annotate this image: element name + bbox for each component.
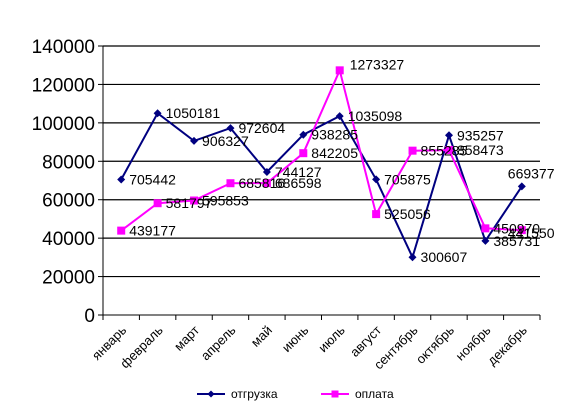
data-label: 439177 [129, 223, 176, 239]
y-tick-label: 120000 [32, 75, 95, 96]
data-label: 685816 [238, 175, 285, 191]
data-point [153, 109, 162, 118]
data-label: 972604 [238, 120, 285, 136]
data-point [444, 146, 453, 155]
x-tick-label: апрель [198, 322, 239, 363]
x-tick-label: декабрь [484, 322, 530, 368]
series-line [120, 67, 522, 232]
data-label: 705442 [129, 171, 176, 187]
data-label: 581797 [166, 195, 213, 211]
data-label: 938285 [311, 127, 358, 143]
y-tick-label: 40000 [42, 229, 95, 250]
y-tick-label: 100000 [32, 114, 95, 135]
axes [98, 45, 541, 320]
y-tick-label: 140000 [32, 37, 95, 58]
data-label: 385731 [493, 233, 540, 249]
data-point [372, 210, 381, 219]
data-label: 935257 [457, 127, 504, 143]
legend-marker [331, 390, 339, 398]
data-label: 595853 [202, 193, 249, 209]
data-label: 855285 [421, 143, 468, 159]
data-point [262, 179, 271, 188]
data-label: 450970 [493, 220, 540, 236]
data-point [408, 253, 417, 262]
data-point [262, 168, 271, 176]
data-point [226, 179, 235, 188]
y-tick-label: 20000 [42, 268, 95, 289]
data-point [335, 66, 344, 75]
x-tick-label: июнь [279, 322, 312, 355]
data-point [190, 136, 198, 145]
data-label: 669377 [508, 165, 555, 181]
data-point [299, 130, 308, 139]
x-tick-label: октябрь [413, 322, 457, 366]
data-point [190, 196, 199, 205]
data-point [517, 182, 526, 191]
y-tick-label: 80000 [42, 152, 95, 173]
y-tick-label: 0 [84, 306, 95, 327]
x-tick-label: март [171, 322, 202, 353]
data-point [299, 149, 308, 158]
series-lines [117, 66, 526, 262]
legend-marker [207, 390, 215, 398]
data-label: 441550 [508, 225, 555, 241]
data-label: 525056 [384, 206, 431, 222]
legend: отгрузка оплата [197, 387, 394, 401]
data-point [481, 224, 490, 233]
data-label: 906327 [202, 133, 249, 149]
data-point [372, 175, 381, 184]
data-label: 300607 [421, 249, 468, 265]
data-point [481, 236, 490, 245]
data-label: 686598 [275, 175, 322, 191]
data-point [153, 199, 162, 208]
x-tick-label: июль [315, 322, 348, 355]
data-label: 1050181 [166, 105, 221, 121]
series-line [120, 111, 523, 260]
data-point [117, 175, 126, 184]
data-label: 858473 [457, 142, 504, 158]
y-tick-label: 60000 [42, 191, 95, 212]
data-point [226, 124, 235, 133]
grid-lines [103, 45, 540, 278]
legend-label: отгрузка [231, 387, 278, 401]
data-point [445, 131, 453, 140]
data-label: 1273327 [350, 56, 405, 72]
data-label: 842205 [311, 145, 358, 161]
data-label: 705875 [384, 171, 431, 187]
data-point [517, 226, 526, 235]
data-label: 744127 [275, 164, 322, 180]
data-point [408, 146, 417, 155]
data-point [335, 112, 344, 121]
legend-label: оплата [355, 387, 394, 401]
x-tick-label: май [248, 323, 275, 350]
y-axis-tick-labels: 0 20000 40000 60000 80000 100000 120000 140000 [32, 37, 95, 327]
data-label: 1035098 [348, 108, 403, 124]
data-point [117, 226, 126, 235]
